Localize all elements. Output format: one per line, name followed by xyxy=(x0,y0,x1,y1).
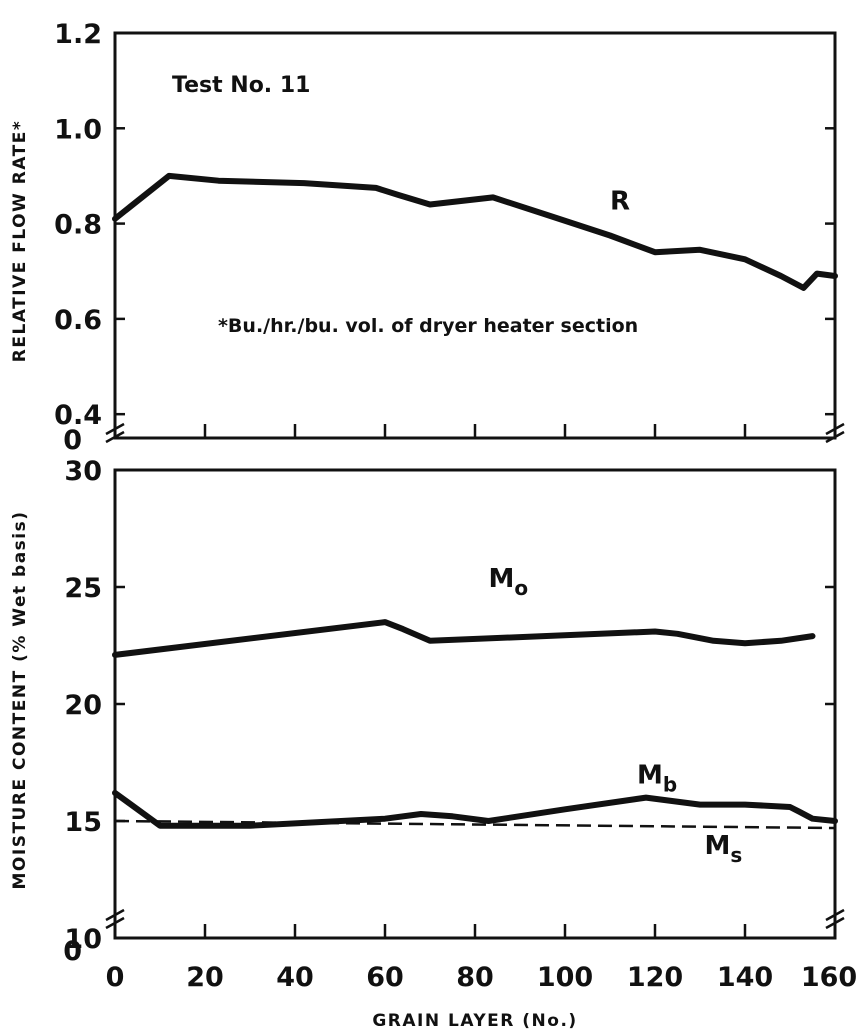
x-tick-label: 140 xyxy=(717,962,773,993)
x-tick-label: 0 xyxy=(106,962,125,993)
top-axis-break-right xyxy=(825,422,845,444)
series-label-Ms: Ms xyxy=(705,831,743,867)
top-y-tick-label: 0.6 xyxy=(54,305,102,336)
top-y-tick-label: 1.2 xyxy=(54,19,102,50)
top-axis-break-left xyxy=(105,422,125,444)
moisture-panel: MOISTURE CONTENT (% Wet basis) 0 GRAIN L… xyxy=(10,456,856,1031)
x-tick-label: 120 xyxy=(627,962,683,993)
top-series-group: R xyxy=(112,172,838,291)
x-tick-label: 40 xyxy=(276,962,314,993)
top-y-tick-label: 1.0 xyxy=(54,114,102,145)
x-tick-label: 20 xyxy=(186,962,224,993)
bottom-y-tick-label: 30 xyxy=(64,456,102,487)
flow-rate-panel: Test No. 11 *Bu./hr./bu. vol. of dryer h… xyxy=(10,19,845,456)
x-tick-label: 80 xyxy=(456,962,494,993)
x-tick-label: 60 xyxy=(366,962,404,993)
bottom-y-tick-label: 10 xyxy=(64,924,102,955)
bottom-y-tick-label: 15 xyxy=(64,807,102,838)
bottom-series-group: Mo Mb Ms xyxy=(112,564,838,867)
top-y-break-label: 0 xyxy=(63,425,82,456)
bottom-y-tick-label: 20 xyxy=(64,690,102,721)
bottom-plot-frame xyxy=(113,468,837,940)
series-line-Ms xyxy=(114,819,836,830)
top-axis-ticks: 0.4 0.6 0.8 1.0 1.2 xyxy=(54,19,845,444)
series-line-Mo xyxy=(112,619,816,658)
test-number-label: Test No. 11 xyxy=(172,73,310,98)
series-line-R xyxy=(112,172,838,291)
series-label-R: R xyxy=(610,186,630,216)
flow-rate-footnote: *Bu./hr./bu. vol. of dryer heater sectio… xyxy=(218,315,638,337)
bottom-y-break-label: 0 xyxy=(63,936,82,967)
series-label-Mb: Mb xyxy=(637,761,677,797)
top-y-axis-title: RELATIVE FLOW RATE* xyxy=(10,120,30,362)
x-axis-title: GRAIN LAYER (No.) xyxy=(372,1011,577,1031)
bottom-y-tick-label: 25 xyxy=(64,573,102,604)
top-y-tick-label: 0.4 xyxy=(54,400,102,431)
bottom-axis-break-right xyxy=(825,908,845,930)
series-line-Mb xyxy=(112,789,838,829)
bottom-y-axis-title: MOISTURE CONTENT (% Wet basis) xyxy=(10,511,30,890)
bottom-axis-break-left xyxy=(105,908,125,930)
bottom-axis-ticks: 10 15 20 25 30 0 20 40 60 80 100 120 140 160 xyxy=(64,456,856,993)
x-tick-label: 160 xyxy=(801,962,856,993)
x-tick-label: 100 xyxy=(537,962,593,993)
series-label-Mo: Mo xyxy=(489,564,529,600)
top-y-tick-label: 0.8 xyxy=(54,210,102,241)
